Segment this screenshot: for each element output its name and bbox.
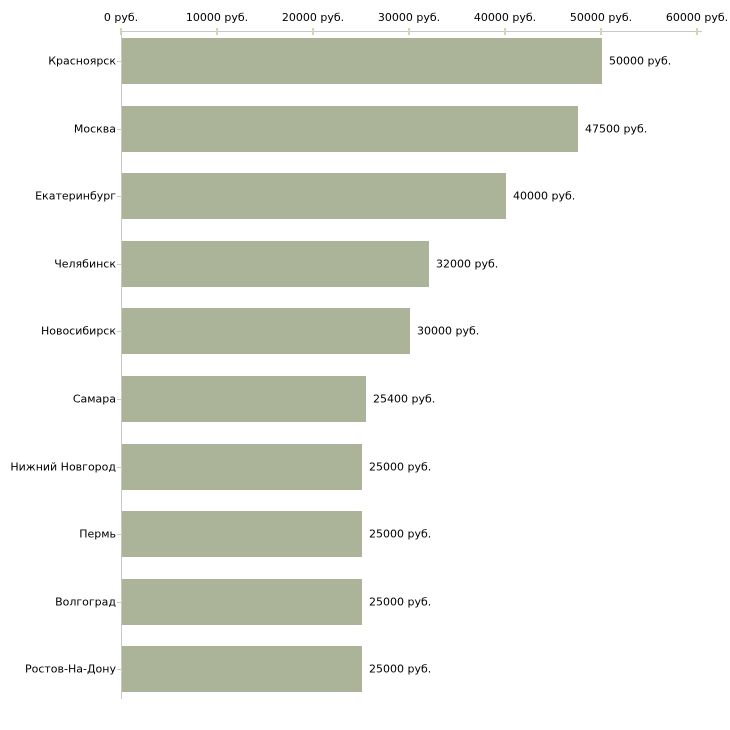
y-axis-tick [117,264,121,265]
value-label: 25000 руб. [369,662,432,676]
x-axis-tick [408,28,410,35]
category-label: Волгоград [55,595,116,609]
category-label: Пермь [79,527,116,541]
bar-1 [122,105,578,152]
bar-3 [122,240,429,287]
y-axis-tick [117,196,121,197]
x-axis-tick-label: 60000 руб. [665,11,729,24]
value-label: 30000 руб. [417,324,480,338]
value-label: 25400 руб. [373,392,436,406]
category-label: Красноярск [48,54,116,68]
value-label: 32000 руб. [436,257,499,271]
bar-2 [122,173,506,220]
x-axis-tick [600,28,602,35]
bar-6 [122,443,362,490]
category-label: Новосибирск [40,324,116,338]
x-axis-tick-label: 40000 руб. [473,11,537,24]
value-label: 47500 руб. [585,122,648,136]
bar-8 [122,578,362,625]
bar-5 [122,376,366,422]
y-axis-tick [117,669,121,670]
value-label: 40000 руб. [513,189,576,203]
x-axis-line [121,31,702,32]
category-label: Москва [73,122,116,136]
y-axis-tick [117,399,121,400]
x-axis-tick-label: 0 руб. [103,11,139,24]
x-axis-tick [216,28,218,35]
category-label: Челябинск [54,257,116,271]
x-axis-tick-label: 10000 руб. [185,11,249,24]
bar-0 [122,38,602,84]
x-axis-tick [312,28,314,35]
category-label: Ростов-На-Дону [24,662,116,676]
x-axis-tick-label: 50000 руб. [569,11,633,24]
bar-9 [122,646,362,693]
y-axis-tick [117,61,121,62]
y-axis-tick [117,534,121,535]
y-axis-tick [117,129,121,130]
category-label: Нижний Новгород [10,460,116,474]
value-label: 25000 руб. [369,460,432,474]
bar-7 [122,511,362,558]
category-label: Екатеринбург [35,189,116,203]
y-axis-tick [117,467,121,468]
x-axis-tick-label: 20000 руб. [281,11,345,24]
y-axis-line [121,31,122,699]
x-axis-tick [504,28,506,35]
bar-4 [122,308,410,355]
value-label: 25000 руб. [369,595,432,609]
x-axis-tick-label: 30000 руб. [377,11,441,24]
category-label: Самара [72,392,116,406]
x-axis-tick [696,28,698,35]
value-label: 50000 руб. [609,54,672,68]
value-label: 25000 руб. [369,527,432,541]
y-axis-tick [117,602,121,603]
y-axis-tick [117,331,121,332]
